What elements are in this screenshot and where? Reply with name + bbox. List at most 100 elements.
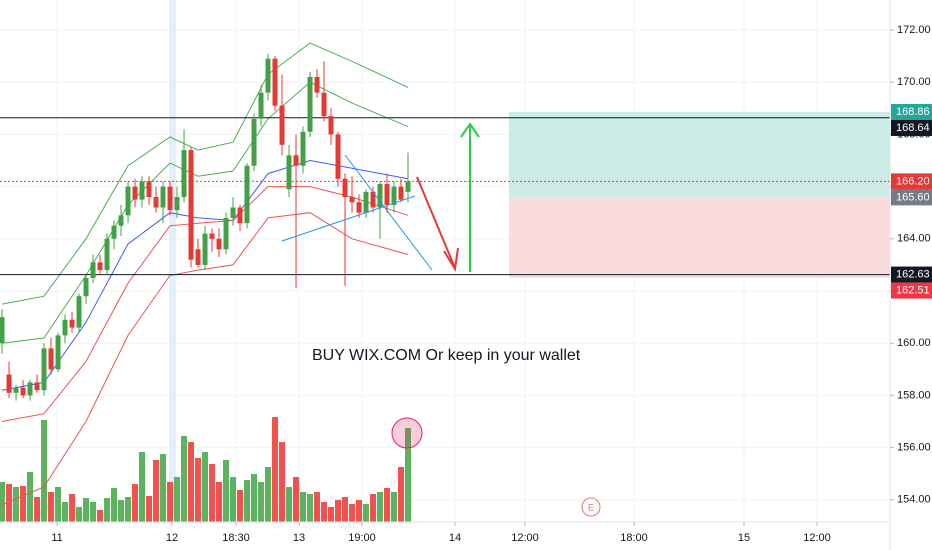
price-label-bg (891, 103, 932, 120)
indicator-line (1, 159, 409, 391)
candle-body (118, 215, 124, 226)
down-arrow-head (443, 247, 459, 272)
volume-bar (34, 497, 41, 522)
volume-bar (167, 482, 174, 522)
candle-body (41, 348, 47, 391)
volume-bar (356, 500, 363, 522)
volume (0, 417, 412, 522)
x-tick-label: 13 (293, 532, 305, 544)
candles (0, 53, 411, 401)
volume-bar (27, 472, 34, 522)
volume-bar (328, 507, 335, 522)
candle-body (349, 197, 355, 203)
candle-body (342, 178, 348, 198)
volume-bar (195, 458, 202, 522)
volume-bar (125, 497, 132, 522)
price-label: 168.64 (896, 122, 930, 134)
x-tick-label: 14 (449, 532, 461, 544)
candle-body (34, 382, 40, 391)
volume-highlight (391, 417, 423, 449)
volume-bar (363, 504, 370, 522)
session-highlight (169, 0, 176, 522)
volume-bar (132, 484, 139, 522)
candle-body (188, 150, 194, 260)
y-tick-label: 164.00 (897, 233, 931, 245)
candle-body (167, 186, 173, 211)
y-tick-label: 170.00 (897, 76, 931, 88)
volume-bar (202, 452, 209, 522)
volume-bar (0, 482, 6, 522)
volume-bar (188, 442, 195, 522)
volume-bar (104, 498, 111, 522)
x-tick-label: 12 (166, 532, 178, 544)
candle-body (139, 181, 145, 200)
volume-bar (209, 464, 216, 522)
volume-bar (251, 474, 258, 522)
volume-bar (62, 502, 69, 522)
volume-bar (398, 467, 405, 522)
candle-body (13, 387, 19, 393)
loss-zone (509, 197, 890, 278)
volume-bar (41, 420, 48, 522)
volume-bar (90, 502, 97, 522)
volume-bar (384, 488, 391, 522)
candle-body (391, 186, 397, 205)
volume-bar (321, 502, 328, 522)
candle-body (0, 317, 5, 344)
candle-body (286, 155, 292, 190)
volume-bar (342, 497, 349, 522)
price-label: 166.20 (896, 175, 930, 187)
volume-bar (111, 488, 118, 522)
candle-body (209, 233, 215, 239)
volume-bar (97, 510, 104, 522)
volume-bar (244, 480, 251, 522)
event-marker (581, 497, 601, 517)
candle-body (237, 207, 243, 224)
y-tick-label: 158.00 (897, 389, 931, 401)
volume-bar (174, 477, 181, 522)
grid (0, 0, 890, 522)
annotation: BUY WIX.COM Or keep in your wallet (312, 347, 581, 364)
candle-body (265, 58, 271, 93)
candle-body (328, 116, 334, 135)
volume-bar (13, 487, 20, 522)
x-tick-label: 12:00 (511, 532, 539, 544)
candle-body (335, 134, 341, 179)
candle-body (258, 92, 264, 119)
candle-body (160, 186, 166, 208)
y-tick-label: 172.00 (897, 24, 931, 36)
x-tick-label: 18:30 (222, 532, 250, 544)
indicator-line (1, 212, 409, 506)
price-label-bg (891, 266, 932, 283)
candle-body (6, 374, 12, 393)
candle-body (132, 186, 138, 200)
volume-bar (76, 507, 83, 522)
candle-body (174, 197, 180, 211)
candle-body (48, 348, 54, 370)
volume-bar (370, 494, 377, 522)
candle-body (244, 165, 250, 224)
volume-bar (83, 498, 90, 522)
candle-body (307, 76, 313, 132)
volume-bar (286, 487, 293, 522)
candle-body (76, 296, 82, 328)
candle-body (83, 277, 89, 297)
volume-bar (230, 477, 237, 522)
candle-body (111, 225, 117, 239)
price-label: 168.86 (896, 106, 930, 118)
candle-body (27, 382, 33, 396)
volume-bar (265, 467, 272, 522)
x-tick-label: 12:00 (803, 532, 831, 544)
candle-body (251, 118, 257, 166)
x-tick-label: 15 (738, 532, 750, 544)
candle-body (146, 181, 152, 198)
price-label-bg (891, 189, 932, 206)
volume-bar (153, 460, 160, 522)
volume-bar (258, 482, 265, 522)
candle-body (62, 319, 68, 336)
candle-body (20, 387, 26, 396)
volume-bar (160, 454, 167, 522)
candle-body (216, 238, 222, 250)
candle-body (356, 202, 362, 213)
x-tick-label: 11 (51, 532, 62, 544)
